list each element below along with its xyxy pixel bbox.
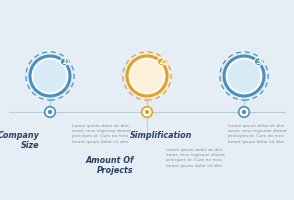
Ellipse shape xyxy=(228,60,260,92)
Ellipse shape xyxy=(224,56,264,96)
Ellipse shape xyxy=(48,110,52,114)
Ellipse shape xyxy=(131,60,163,92)
Text: 2: 2 xyxy=(158,57,165,66)
Ellipse shape xyxy=(60,58,69,66)
Ellipse shape xyxy=(127,56,167,96)
Ellipse shape xyxy=(30,56,70,96)
Ellipse shape xyxy=(221,53,267,99)
Ellipse shape xyxy=(45,107,55,117)
Text: 3: 3 xyxy=(255,57,262,66)
Ellipse shape xyxy=(254,58,263,66)
Ellipse shape xyxy=(157,58,166,66)
Ellipse shape xyxy=(145,110,149,114)
Ellipse shape xyxy=(142,107,152,117)
Ellipse shape xyxy=(34,60,66,92)
Text: Simplification: Simplification xyxy=(130,131,193,140)
Text: Company
Size: Company Size xyxy=(0,131,40,150)
Ellipse shape xyxy=(27,53,73,99)
Text: Lorem ipsum dolor sit dim
amet, reus regisnae dianet
principes at. Cum no mea
lo: Lorem ipsum dolor sit dim amet, reus reg… xyxy=(228,124,287,144)
Text: 1: 1 xyxy=(61,57,68,66)
Ellipse shape xyxy=(242,110,246,114)
Ellipse shape xyxy=(124,53,170,99)
Text: Lorem ipsum dolor sit dim
amet, reus regisnae dianet
principes at. Cum no mea
lo: Lorem ipsum dolor sit dim amet, reus reg… xyxy=(72,124,131,144)
Text: Amount Of
Projects: Amount Of Projects xyxy=(85,156,134,175)
Ellipse shape xyxy=(239,107,249,117)
Text: Lorem ipsum dolor sit dim
amet, reus regisnae dianet
principes at. Cum no mea
lo: Lorem ipsum dolor sit dim amet, reus reg… xyxy=(166,148,225,168)
